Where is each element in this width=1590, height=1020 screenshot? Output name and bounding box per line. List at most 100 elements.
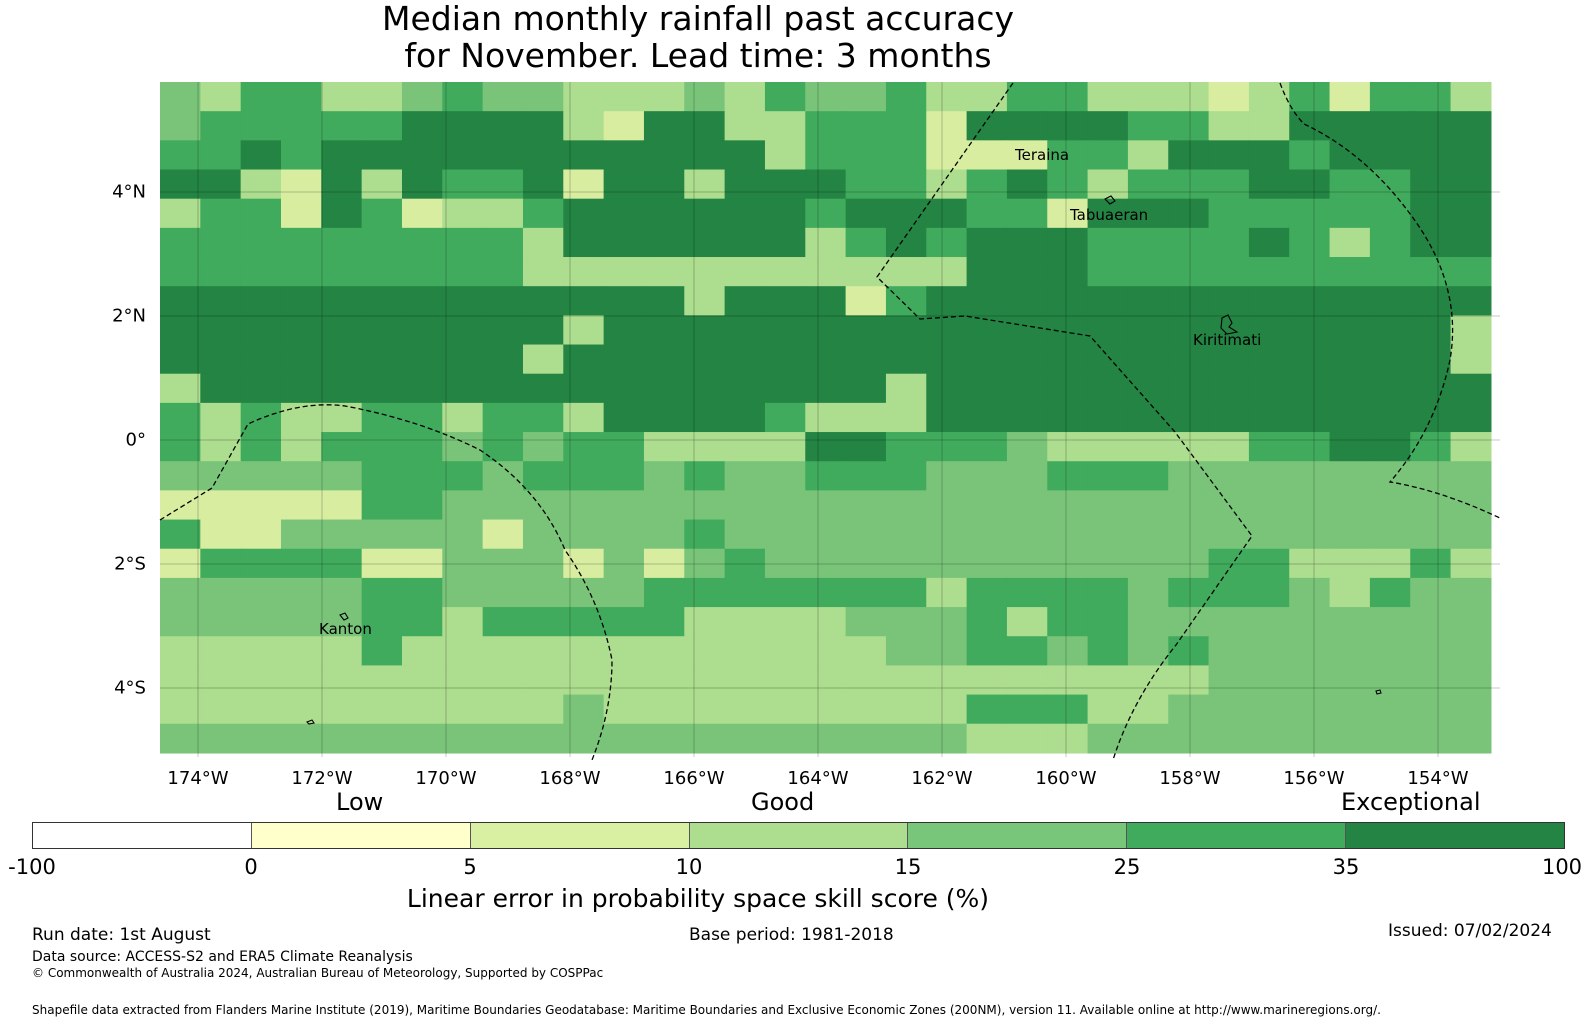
grid-cell: [1369, 723, 1411, 754]
grid-cell: [1369, 344, 1411, 375]
grid-cell: [361, 315, 403, 346]
grid-cell: [482, 490, 524, 521]
grid-cell: [240, 373, 282, 404]
grid-cell: [1047, 257, 1089, 287]
grid-cell: [1006, 111, 1048, 141]
grid-cell: [1410, 315, 1452, 346]
grid-cell: [603, 694, 645, 725]
grid-cell: [160, 111, 201, 141]
grid-cell: [926, 665, 968, 696]
grid-cell: [603, 461, 645, 491]
grid-cell: [321, 636, 363, 666]
grid-cell: [1369, 140, 1411, 171]
grid-cell: [563, 198, 605, 229]
grid-cell: [160, 402, 201, 433]
grid-cell: [603, 111, 645, 141]
grid-cell: [280, 140, 322, 171]
grid-cell: [643, 140, 685, 171]
grid-cell: [684, 140, 726, 171]
grid-cell: [442, 723, 484, 754]
grid-cell: [401, 577, 443, 608]
grid-cell: [926, 636, 968, 666]
grid-cell: [200, 257, 242, 287]
grid-cell: [401, 402, 443, 433]
grid-cell: [200, 82, 242, 112]
grid-cell: [1127, 111, 1169, 141]
grid-cell: [1450, 577, 1492, 608]
grid-cell: [1410, 373, 1452, 404]
grid-cell: [966, 315, 1008, 346]
grid-cell: [442, 694, 484, 725]
eez-boundary-line-islands-east: [1279, 82, 1501, 519]
grid-cell: [845, 519, 887, 550]
grid-cell: [724, 519, 766, 550]
grid-cell: [805, 548, 847, 579]
grid-cell: [805, 257, 847, 287]
grid-cell: [1248, 169, 1290, 200]
grid-cell: [240, 227, 282, 258]
grid-cell: [522, 694, 564, 725]
grid-cell: [563, 286, 605, 316]
grid-cell: [1248, 402, 1290, 433]
grid-cell: [764, 344, 806, 375]
grid-cell: [1410, 490, 1452, 521]
grid-cell: [724, 694, 766, 725]
grid-cell: [684, 723, 726, 754]
grid-cell: [482, 694, 524, 725]
grid-cell: [321, 140, 363, 171]
grid-cell: [1208, 723, 1250, 754]
grid-cell: [966, 257, 1008, 287]
grid-cell: [966, 432, 1008, 462]
title-line-1: Median monthly rainfall past accuracy: [381, 0, 1015, 38]
grid-cell: [563, 432, 605, 462]
grid-cell: [1289, 577, 1331, 608]
grid-cell: [1410, 519, 1452, 550]
grid-cell: [361, 111, 403, 141]
grid-cell: [361, 402, 403, 433]
grid-cell: [1087, 140, 1129, 171]
grid-cell: [764, 723, 806, 754]
grid-cell: [845, 694, 887, 725]
grid-cell: [401, 373, 443, 404]
grid-cell: [442, 140, 484, 171]
grid-cell: [1369, 111, 1411, 141]
grid-cell: [160, 432, 201, 462]
grid-cell: [1450, 140, 1492, 171]
grid-cell: [603, 432, 645, 462]
grid-cell: [1168, 111, 1210, 141]
grid-cell: [643, 82, 685, 112]
lat-label: 2°N: [112, 305, 146, 327]
grid-cell: [361, 286, 403, 316]
colorbar-tick: -100: [8, 855, 56, 879]
grid-cell: [160, 315, 201, 346]
grid-cell: [764, 490, 806, 521]
grid-cell: [885, 694, 927, 725]
grid-cell: [1410, 694, 1452, 725]
grid-cell: [845, 373, 887, 404]
lon-label: 154°W: [1407, 768, 1469, 789]
grid-cell: [1087, 548, 1129, 579]
grid-cell: [1087, 723, 1129, 754]
grid-cell: [1208, 140, 1250, 171]
grid-cell: [1047, 577, 1089, 608]
grid-cell: [1208, 432, 1250, 462]
grid-cell: [1208, 577, 1250, 608]
grid-cell: [280, 607, 322, 637]
grid-cell: [764, 548, 806, 579]
grid-cell: [442, 257, 484, 287]
lat-label: 2°S: [114, 553, 146, 575]
grid-cell: [1369, 169, 1411, 200]
place-label-teraina: Teraina: [1014, 146, 1069, 164]
grid-cell: [643, 315, 685, 346]
grid-cell: [1047, 519, 1089, 550]
grid-cell: [321, 432, 363, 462]
grid-cell: [1410, 665, 1452, 696]
lon-label: 174°W: [167, 768, 229, 789]
grid-cell: [361, 169, 403, 200]
grid-cell: [240, 723, 282, 754]
grid-cell: [805, 665, 847, 696]
grid-cell: [1369, 665, 1411, 696]
grid-cell: [1450, 373, 1492, 404]
grid-cell: [1289, 257, 1331, 287]
grid-cell: [1450, 607, 1492, 637]
